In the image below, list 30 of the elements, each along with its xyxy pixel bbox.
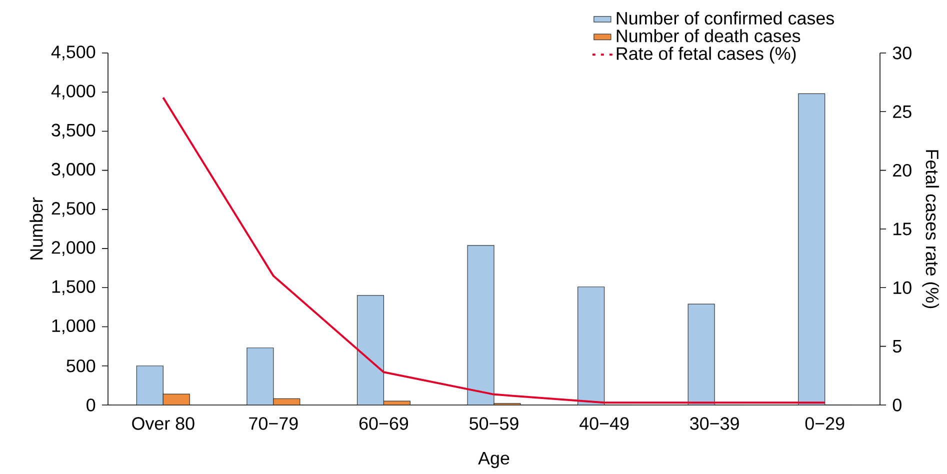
y2-tick-label: 25 — [893, 105, 912, 118]
y-tick-label: 4,500 — [51, 46, 96, 60]
y-axis-title: Number — [30, 197, 43, 260]
y2-tick-label: 15 — [894, 222, 912, 236]
x-tick-label: 0−29 — [805, 417, 844, 430]
y2-axis-title: Fetal cases rate (%) — [922, 150, 939, 308]
x-tick-label: 30−39 — [690, 417, 739, 430]
x-tick-label: 70−79 — [249, 417, 298, 430]
legend-label: Rate of fetal cases (%) — [616, 46, 796, 64]
y-tick-label: 1,500 — [52, 280, 96, 296]
x-tick-label: Over 80 — [132, 417, 194, 430]
x-tick-label: 50−59 — [470, 417, 518, 430]
x-tick-label: 60−69 — [359, 417, 408, 430]
y-tick-label: 500 — [66, 360, 96, 372]
x-axis-title: Age — [478, 452, 510, 468]
y-tick-label: 3,000 — [52, 162, 96, 178]
y-tick-label: 4,000 — [51, 84, 96, 100]
y2-tick-label: 5 — [892, 340, 902, 353]
y-tick-label: 2,500 — [52, 202, 96, 217]
y-tick-label: 2,000 — [52, 241, 96, 256]
y-tick-label: 0 — [86, 398, 96, 412]
y-tick-label: 1,000 — [52, 319, 96, 334]
y2-tick-label: 0 — [892, 398, 902, 412]
legend-label: Number of confirmed cases — [616, 11, 834, 25]
legend-label: Number of death cases — [616, 29, 800, 42]
y2-tick-label: 30 — [892, 46, 912, 60]
y-tick-label: 3,500 — [52, 124, 96, 139]
y2-tick-label: 10 — [894, 281, 912, 294]
y2-tick-label: 20 — [893, 164, 912, 177]
x-tick-label: 40−49 — [580, 417, 629, 430]
